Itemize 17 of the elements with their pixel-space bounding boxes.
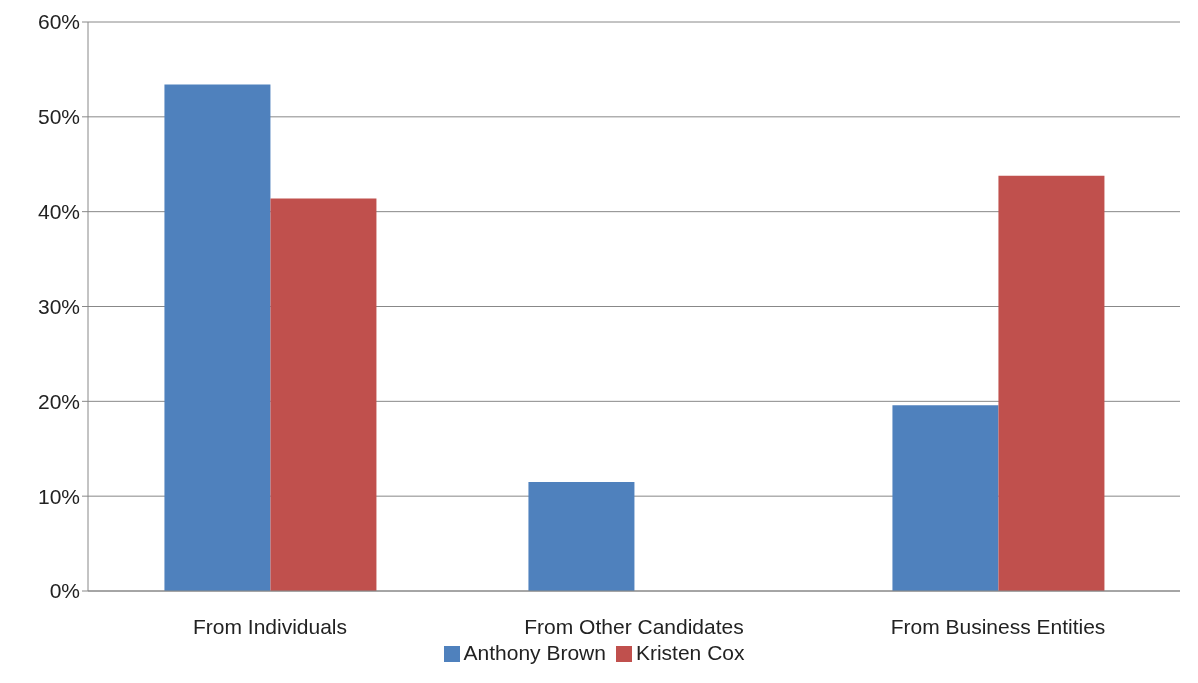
y-tick-label: 60% <box>37 10 80 34</box>
legend-label: Kristen Cox <box>635 641 745 664</box>
legend-label: Anthony Brown <box>463 641 606 664</box>
y-tick-label: 40% <box>37 200 80 224</box>
x-tick-label: From Other Candidates <box>524 614 744 638</box>
y-tick-label: 10% <box>37 484 80 508</box>
y-tick-label: 20% <box>37 389 80 413</box>
bar <box>164 84 271 591</box>
y-tick-label: 50% <box>37 105 80 129</box>
x-tick-label: From Individuals <box>192 614 348 638</box>
y-tick-label: 30% <box>37 294 80 318</box>
bar <box>528 481 635 591</box>
bar <box>998 175 1105 591</box>
bar <box>270 198 377 591</box>
x-tick-label: From Business Entities <box>890 614 1106 638</box>
y-tick-label: 0% <box>49 579 80 603</box>
bar <box>892 405 999 591</box>
